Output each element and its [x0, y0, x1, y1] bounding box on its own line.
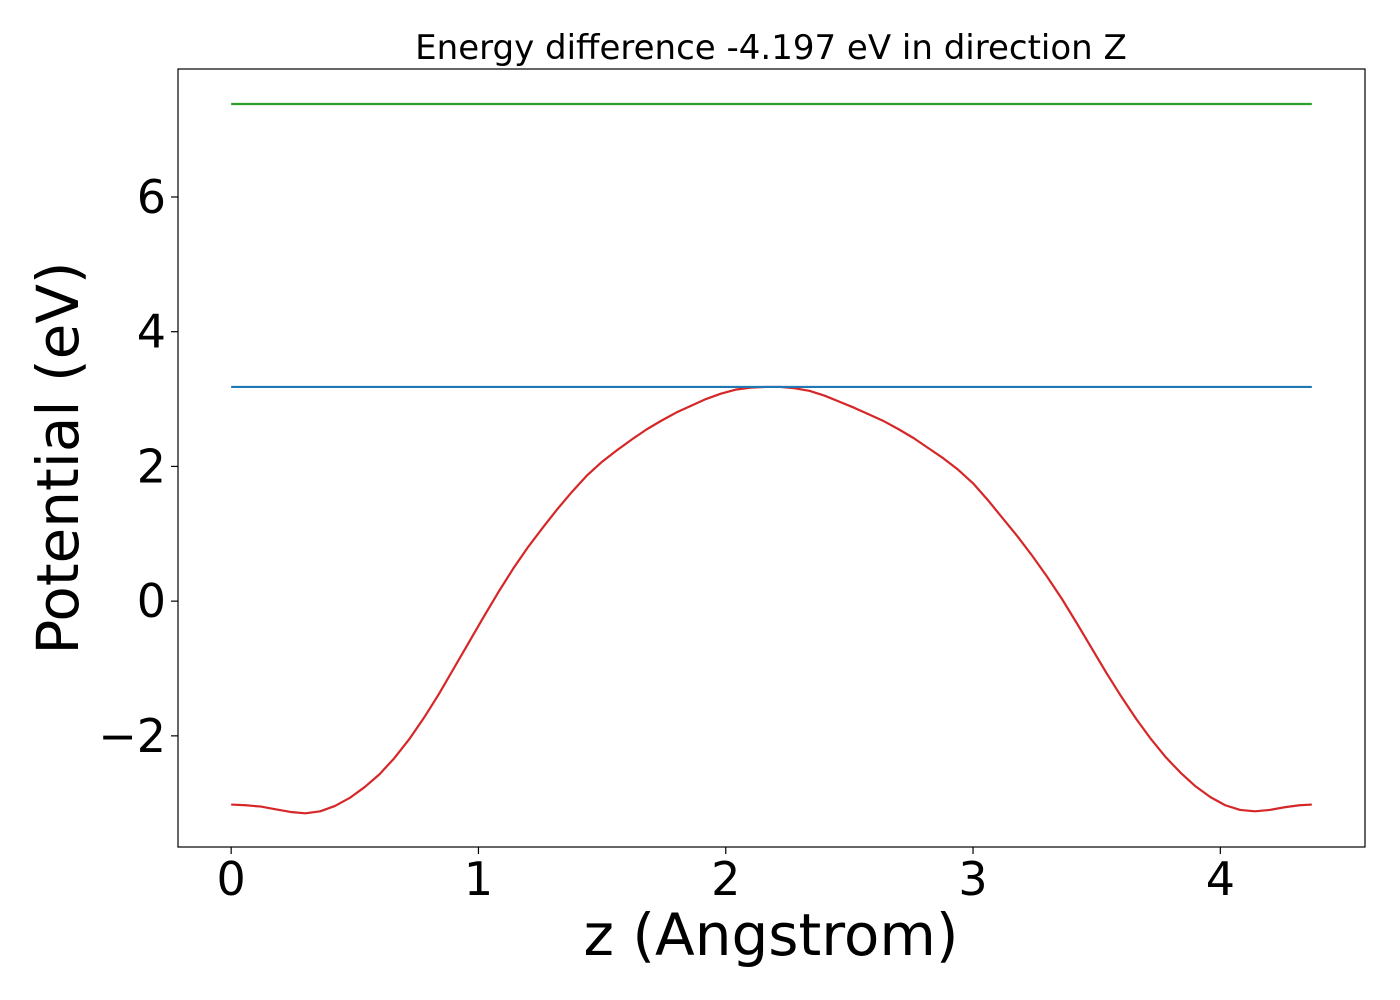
y-tick-label: 0 — [137, 574, 166, 628]
x-axis-label: z (Angstrom) — [584, 901, 959, 969]
x-tick-label: 0 — [217, 852, 246, 906]
x-tick-label: 1 — [464, 852, 493, 906]
y-tick-label: 2 — [137, 439, 166, 493]
y-axis-label: Potential (eV) — [24, 261, 92, 654]
chart-title: Energy difference -4.197 eV in direction… — [415, 28, 1127, 68]
potential-curve — [231, 385, 1312, 815]
x-tick-label: 3 — [958, 852, 987, 906]
y-tick-label: 4 — [137, 305, 166, 359]
x-tick-label: 4 — [1206, 852, 1235, 906]
y-tick-label: 6 — [137, 170, 166, 224]
plot-frame — [177, 68, 1366, 848]
y-tick-label: −2 — [98, 709, 166, 763]
x-tick-label: 2 — [711, 852, 740, 906]
